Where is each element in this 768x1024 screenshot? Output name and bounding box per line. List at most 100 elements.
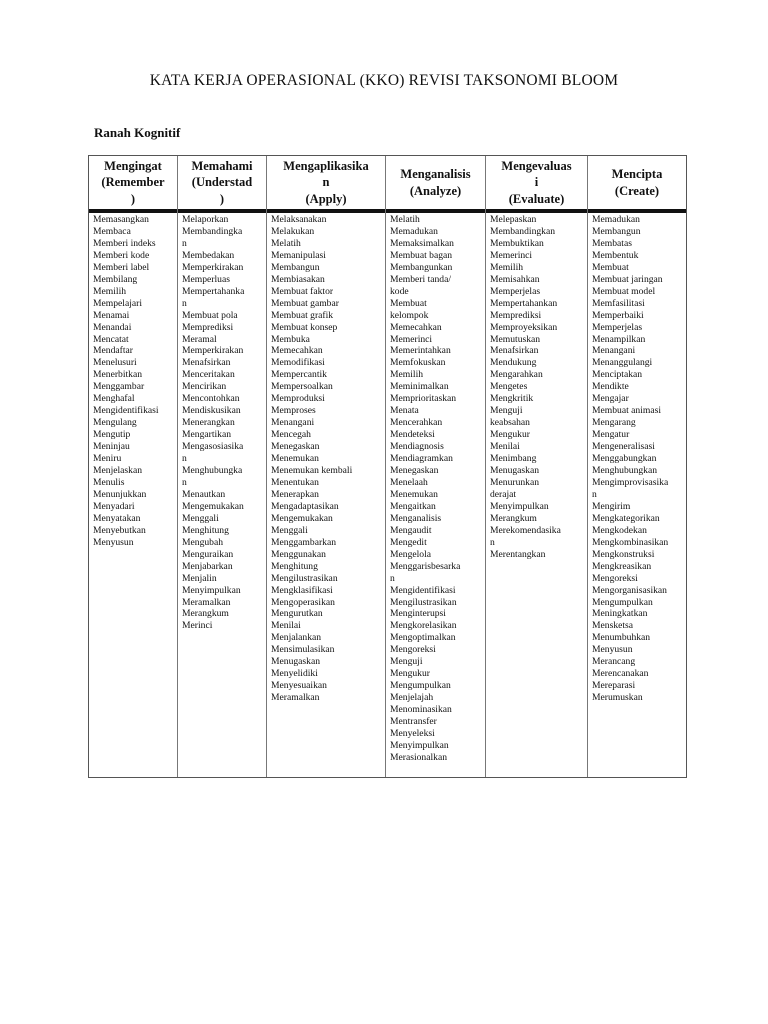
- verb-item: Mengoreksi: [390, 644, 436, 656]
- verb-item: Mengarang: [592, 417, 636, 429]
- verb-item: Mensketsa: [592, 620, 634, 632]
- verb-item: Menamai: [93, 309, 130, 321]
- verb-item: Membangun: [592, 225, 641, 237]
- verb-item: Merinci: [182, 620, 213, 632]
- verb-item: Meniru: [93, 453, 122, 465]
- verb-item: Mendiagnosis: [390, 441, 444, 453]
- verb-item: Menjalin: [182, 572, 217, 584]
- verb-item: Menggali: [182, 512, 219, 524]
- verb-item: Menerbitkan: [93, 369, 143, 381]
- verb-item: Membandingka n: [182, 225, 243, 249]
- verb-item: Mengumpulkan: [390, 680, 451, 692]
- column-apply: Mengaplikasika n (Apply) Melaksanakan Mel…: [267, 156, 386, 777]
- verb-item: Mengeneralisasi: [592, 441, 655, 453]
- verb-item: Menugaskan: [271, 656, 321, 668]
- verb-item: Memfasilitasi: [592, 297, 645, 309]
- verb-item: Mengidentifikasi: [93, 405, 159, 417]
- verb-item: Menggambarkan: [271, 536, 337, 548]
- verb-item: Mengadaptasikan: [271, 500, 339, 512]
- verb-item: Menegaskan: [390, 465, 439, 477]
- verb-item: Memilih: [390, 369, 424, 381]
- verb-item: Mengumpulkan: [592, 596, 653, 608]
- verb-item: Meminimalkan: [390, 381, 449, 393]
- verb-item: Melepaskan: [490, 214, 537, 225]
- verb-item: Mengasosiasika n: [182, 441, 244, 465]
- verb-item: Mengoperasikan: [271, 596, 335, 608]
- verb-item: Memutuskan: [490, 333, 541, 345]
- verb-item: Melatih: [271, 237, 301, 249]
- verb-item: Membuktikan: [490, 237, 544, 249]
- verb-item: Mengkritik: [490, 393, 534, 405]
- verb-item: Memperbaiki: [592, 309, 644, 321]
- verb-item: Memecahkan: [390, 321, 442, 333]
- verb-item: Mengedit: [390, 536, 427, 548]
- verb-item: Menyebutkan: [93, 524, 146, 536]
- verb-item: Menanggulangi: [592, 357, 653, 369]
- verb-item: Memaksimalkan: [390, 237, 454, 249]
- verb-item: Memproyeksikan: [490, 321, 558, 333]
- verb-item: Menemukan: [390, 488, 438, 500]
- verb-item: Merangkum: [182, 608, 229, 620]
- verb-item: Membedakan: [182, 249, 235, 261]
- verb-list: Melaporkan Membandingka n Membedakan Memper…: [178, 213, 266, 632]
- verb-item: Mengelola: [390, 548, 432, 560]
- verb-item: Menggali: [271, 524, 308, 536]
- verb-item: Mengarahkan: [490, 369, 543, 381]
- verb-item: Menghitung: [271, 560, 318, 572]
- column-header: Mengevaluas i (Evaluate): [486, 156, 587, 213]
- verb-item: Mendikte: [592, 381, 629, 393]
- verb-item: Mengutip: [93, 429, 131, 441]
- verb-item: Mengartikan: [182, 429, 232, 441]
- verb-item: Mempertahanka n: [182, 285, 245, 309]
- verb-item: Membaca: [93, 225, 131, 237]
- verb-item: Mempelajari: [93, 297, 143, 309]
- verb-item: Mendiagramkan: [390, 453, 453, 465]
- verb-item: Mengorganisasikan: [592, 584, 667, 596]
- verb-item: Menampilkan: [592, 333, 646, 345]
- verb-item: Mengkodekan: [592, 524, 647, 536]
- verb-item: Mengilustrasikan: [271, 572, 338, 584]
- verb-item: Mempersoalkan: [271, 381, 333, 393]
- verb-item: Menghubungka n: [182, 465, 243, 488]
- verb-item: Menyadari: [93, 500, 135, 512]
- verb-item: Memberi indeks: [93, 237, 156, 249]
- verb-item: Mengukur: [490, 429, 530, 441]
- verb-item: Menafsirkan: [182, 357, 231, 369]
- column-header: Memahami (Understad ): [178, 156, 266, 213]
- verb-item: Membuat konsep: [271, 321, 338, 333]
- verb-item: Membandingkan: [490, 225, 556, 237]
- verb-item: Menjalankan: [271, 632, 322, 644]
- verb-item: Melakukan: [271, 225, 315, 237]
- verb-item: Mensimulasikan: [271, 644, 335, 656]
- verb-item: Memperkirakan: [182, 261, 244, 273]
- verb-item: Membuat kelompok: [390, 297, 429, 321]
- verb-item: Mengetes: [490, 381, 528, 393]
- verb-item: Memfokuskan: [390, 357, 446, 369]
- verb-item: Menghafal: [93, 393, 135, 405]
- verb-item: Memilih: [93, 285, 127, 297]
- verb-item: Memberi kode: [93, 249, 150, 261]
- verb-item: Mengemukakan: [182, 500, 244, 512]
- verb-item: Menemukan: [271, 453, 319, 465]
- verb-item: Membuat grafik: [271, 309, 334, 321]
- verb-item: Menginterupsi: [390, 608, 446, 620]
- verb-item: Menilai: [490, 441, 520, 453]
- verb-item: Memilih: [490, 261, 524, 273]
- verb-item: Mengoptimalkan: [390, 632, 456, 644]
- verb-item: Memberi label: [93, 261, 150, 273]
- verb-item: Mempertahankan: [490, 297, 558, 309]
- verb-item: Mengkombinasikan: [592, 536, 669, 548]
- verb-item: Menugaskan: [490, 465, 540, 477]
- verb-item: Memproses: [271, 405, 316, 417]
- column-remember: Mengingat (Remember ) Memasangkan Membaca…: [89, 156, 178, 777]
- verb-item: Memecahkan: [271, 345, 323, 357]
- verb-item: Memodifikasi: [271, 357, 325, 369]
- verb-item: Menerangkan: [182, 417, 235, 429]
- verb-item: Menandai: [93, 321, 132, 333]
- verb-item: Merekomendasika n: [490, 524, 561, 548]
- verb-item: Meramalkan: [271, 692, 320, 704]
- verb-list: Melepaskan Membandingkan Membuktikan Memeri…: [486, 213, 587, 561]
- verb-item: Membatas: [592, 237, 632, 249]
- verb-item: Menafsirkan: [490, 345, 539, 357]
- verb-item: Menguji: [390, 656, 423, 668]
